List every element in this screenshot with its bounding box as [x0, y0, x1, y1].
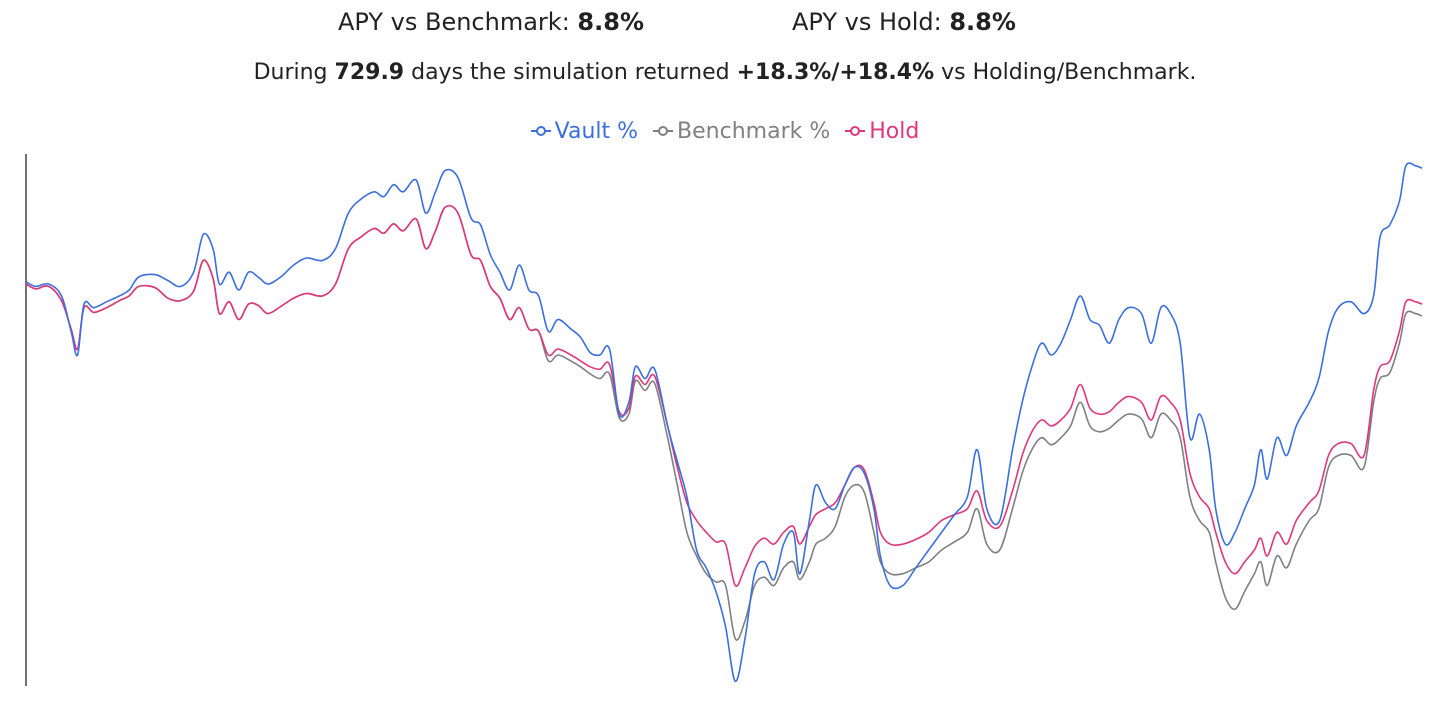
summary-suffix: vs Holding/Benchmark.: [941, 60, 1197, 85]
benchmark-series-line: [25, 204, 1423, 641]
apy-stats-row: APY vs Benchmark: 8.8% APY vs Hold: 8.8%: [0, 8, 1450, 42]
vault-series-line: [25, 162, 1423, 683]
hold-series-line: [25, 204, 1423, 587]
summary-returns: +18.3%/+18.4%: [736, 60, 935, 85]
apy-vs-hold-value: 8.8%: [949, 8, 1016, 36]
legend-item-benchmark[interactable]: Benchmark %: [653, 119, 830, 144]
legend-marker-hold: [845, 125, 866, 137]
legend-marker-vault: [530, 125, 551, 137]
apy-vs-hold-label: APY vs Hold:: [792, 8, 942, 36]
legend-marker-benchmark: [653, 125, 674, 137]
summary-days: 729.9: [334, 60, 405, 85]
legend-item-vault[interactable]: Vault %: [530, 118, 639, 144]
apy-vs-benchmark-label: APY vs Benchmark:: [338, 8, 570, 36]
simulation-summary: During 729.9 days the simulation returne…: [0, 60, 1450, 85]
apy-vs-benchmark-stat: APY vs Benchmark: 8.8%: [338, 8, 644, 36]
summary-middle: days the simulation returned: [411, 60, 730, 85]
chart-legend: Vault % Benchmark % Hold: [0, 118, 1450, 144]
legend-label-benchmark: Benchmark %: [677, 118, 831, 144]
legend-item-hold[interactable]: Hold: [845, 119, 919, 144]
apy-vs-hold-stat: APY vs Hold: 8.8%: [792, 8, 1016, 36]
summary-prefix: During: [253, 60, 328, 85]
legend-label-vault: Vault %: [554, 118, 639, 144]
legend-label-hold: Hold: [869, 118, 920, 144]
apy-vs-benchmark-value: 8.8%: [577, 8, 644, 36]
